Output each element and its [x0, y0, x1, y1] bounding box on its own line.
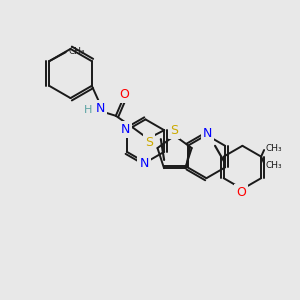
Text: N: N: [121, 123, 130, 136]
Text: S: S: [145, 136, 153, 149]
Text: N: N: [96, 101, 106, 115]
Text: O: O: [119, 88, 129, 101]
Text: CH₃: CH₃: [265, 144, 282, 153]
Text: H: H: [84, 105, 92, 116]
Text: N: N: [203, 127, 212, 140]
Text: N: N: [139, 157, 149, 170]
Text: CH₃: CH₃: [68, 47, 85, 56]
Text: S: S: [171, 124, 178, 137]
Text: CH₃: CH₃: [265, 160, 282, 169]
Text: O: O: [236, 185, 246, 199]
